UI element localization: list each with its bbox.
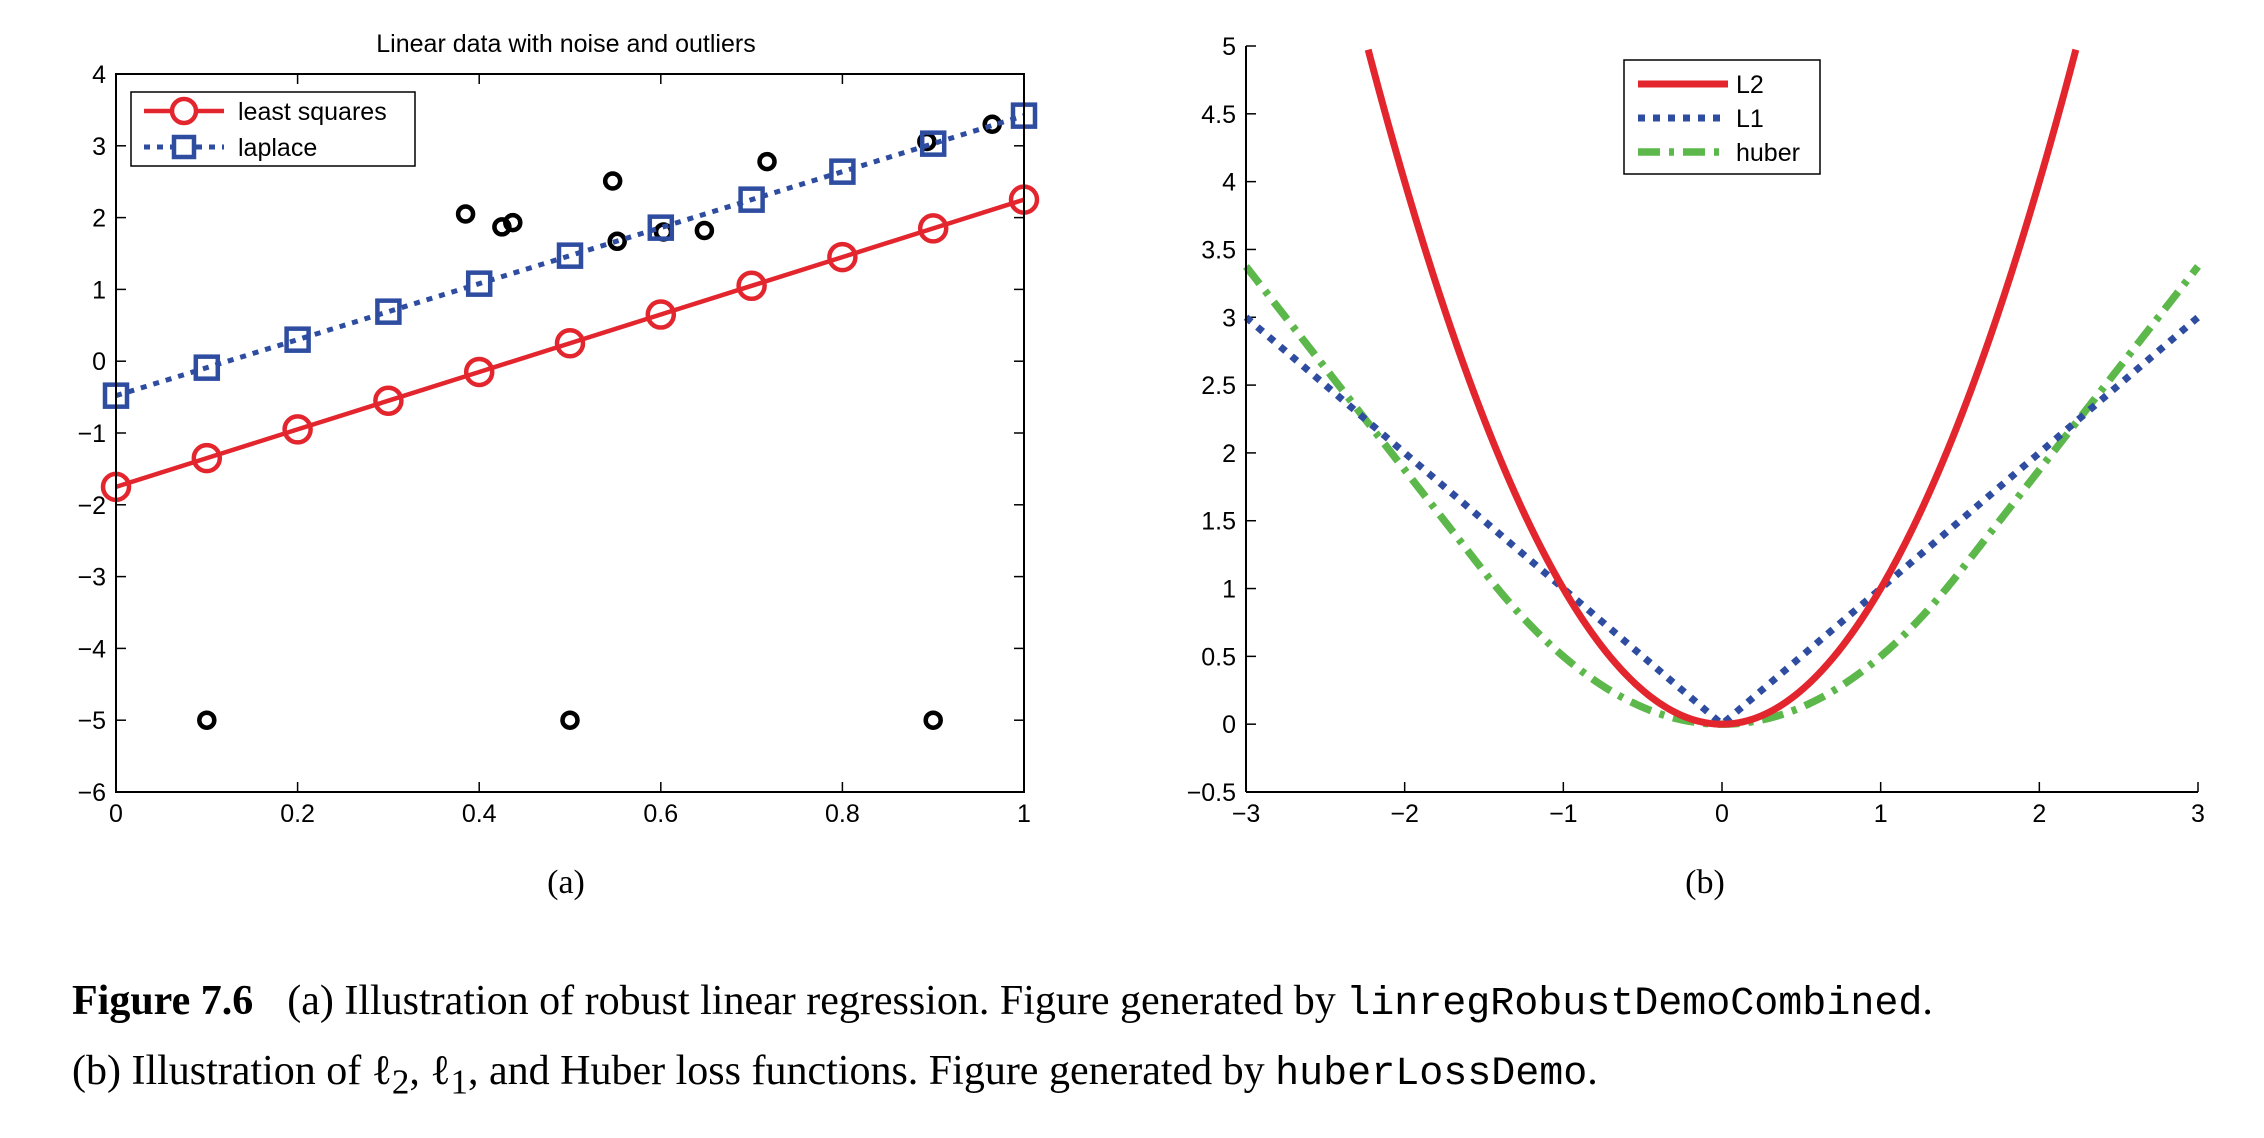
data-point bbox=[602, 171, 623, 191]
laplace-line bbox=[115, 113, 1025, 399]
caption-code-1: linregRobustDemoCombined bbox=[1346, 982, 1923, 1027]
chart-a-ytick-label-4: −4 bbox=[77, 635, 106, 663]
chart-b-xtick-label-1: −1 bbox=[1549, 800, 1578, 828]
chart-b-xtick-label-1: 1 bbox=[1874, 800, 1888, 828]
chart-a-legend: least squares laplace bbox=[130, 91, 416, 167]
caption-line-2: (b) Illustration of ℓ2, ℓ1, and Huber lo… bbox=[72, 1038, 2252, 1115]
chart-a-xtick-label-0-4: 0.4 bbox=[462, 800, 497, 828]
chart-a-ytick-label-2: −2 bbox=[77, 492, 106, 520]
chart-b-ytick-label-0: 0 bbox=[1222, 711, 1236, 739]
chart-b-xtick-label-3: −3 bbox=[1232, 800, 1261, 828]
legend-label-huber: huber bbox=[1736, 139, 1800, 167]
chart-b-ytick-label-2: 2 bbox=[1222, 440, 1236, 468]
chart-a-xtick-label-1: 1 bbox=[1017, 800, 1031, 828]
chart-a: Linear data with noise and outliers 0 0.2… bbox=[77, 30, 1040, 901]
data-point bbox=[560, 710, 580, 730]
chart-b-ytick-label-2-5: 2.5 bbox=[1201, 372, 1236, 400]
legend-label-laplace: laplace bbox=[238, 134, 317, 162]
laplace-marker bbox=[284, 326, 311, 353]
chart-b-ytick-label-4-5: 4.5 bbox=[1201, 101, 1236, 129]
chart-b: −3 −2 −1 0 1 2 3 −0.5 0 0.5 1 1.5 2 2.5 3 3.5 4 4.5 5 L2 L… bbox=[1187, 33, 2205, 901]
laplace-marker bbox=[193, 354, 221, 381]
least-squares-marker bbox=[191, 442, 223, 474]
caption-text-2b: , ℓ bbox=[409, 1048, 451, 1094]
chart-b-ytick-label-0-5: 0.5 bbox=[1201, 643, 1236, 671]
least-squares-marker bbox=[282, 414, 313, 445]
legend-label-l2: L2 bbox=[1736, 71, 1764, 99]
caption-sub-1: 1 bbox=[450, 1062, 469, 1102]
l2-curve bbox=[1364, 48, 2080, 728]
chart-a-xtick-label-0-6: 0.6 bbox=[643, 800, 678, 828]
chart-b-ytick-label-3: 3 bbox=[1222, 304, 1236, 332]
chart-b-legend: L2 L1 huber bbox=[1623, 59, 1821, 175]
chart-b-ytick-label-3-5: 3.5 bbox=[1201, 236, 1236, 264]
data-point bbox=[197, 710, 217, 730]
legend-marker-least-squares bbox=[169, 96, 199, 126]
figure-caption: Figure 7.6 (a) Illustration of robust lin… bbox=[72, 968, 2252, 1115]
chart-b-ytick-label-1: 1 bbox=[1222, 576, 1236, 604]
legend-label-l1: L1 bbox=[1736, 105, 1764, 133]
chart-b-subplot-label: (b) bbox=[1685, 864, 1725, 901]
caption-text-2a: (b) Illustration of ℓ bbox=[72, 1048, 392, 1094]
chart-a-ytick-label-1: 1 bbox=[92, 276, 106, 304]
least-squares-marker bbox=[554, 328, 586, 359]
chart-b-ytick-label-1-5: 1.5 bbox=[1201, 508, 1236, 536]
laplace-marker bbox=[556, 242, 584, 269]
data-point bbox=[607, 231, 627, 252]
caption-text-1a: (a) Illustration of robust linear regres… bbox=[287, 978, 1347, 1024]
data-point bbox=[694, 220, 715, 241]
chart-b-ytick-label-5: 5 bbox=[1222, 33, 1236, 61]
caption-label: Figure 7.6 bbox=[72, 978, 254, 1024]
chart-a-ytick-label-4: 4 bbox=[92, 61, 106, 89]
huber-curve bbox=[1243, 264, 2201, 728]
caption-code-2: huberLossDemo bbox=[1275, 1052, 1588, 1097]
legend-label-least-squares: least squares bbox=[238, 98, 387, 126]
chart-a-ytick-label-6: −6 bbox=[77, 779, 106, 807]
caption-line-1: Figure 7.6 (a) Illustration of robust lin… bbox=[72, 968, 2252, 1038]
chart-a-ytick-label-2: 2 bbox=[92, 205, 106, 233]
chart-b-xtick-label-2: 2 bbox=[2032, 800, 2046, 828]
data-point bbox=[757, 151, 777, 172]
least-squares-marker bbox=[736, 270, 767, 302]
chart-b-xtick-label-2: −2 bbox=[1390, 800, 1419, 828]
least-squares-line bbox=[115, 197, 1025, 489]
chart-a-ytick-label-0: 0 bbox=[92, 348, 106, 376]
least-squares-marker bbox=[917, 213, 949, 244]
least-squares-marker bbox=[373, 385, 404, 416]
chart-b-xtick-label-3: 3 bbox=[2191, 800, 2205, 828]
chart-a-ytick-label-3: 3 bbox=[92, 133, 106, 161]
chart-b-axes bbox=[1245, 46, 2198, 793]
chart-a-subplot-label: (a) bbox=[547, 864, 585, 901]
figure-canvas: Linear data with noise and outliers 0 0.2… bbox=[77, 30, 2205, 901]
chart-b-ytick-label-4: 4 bbox=[1222, 169, 1236, 197]
caption-text-1b: . bbox=[1922, 978, 1933, 1024]
caption-sub-2: 2 bbox=[391, 1062, 410, 1102]
chart-a-xtick-label-0-2: 0.2 bbox=[280, 800, 315, 828]
laplace-marker bbox=[919, 130, 947, 157]
laplace-marker bbox=[647, 214, 675, 241]
data-point bbox=[503, 212, 523, 233]
chart-a-ytick-label-5: −5 bbox=[77, 707, 106, 735]
caption-text-2d: . bbox=[1587, 1048, 1598, 1094]
least-squares-marker bbox=[827, 241, 858, 273]
least-squares-marker bbox=[645, 299, 677, 330]
chart-a-title: Linear data with noise and outliers bbox=[376, 30, 755, 58]
laplace-marker bbox=[375, 298, 402, 325]
chart-b-ytick-label-0-5: −0.5 bbox=[1187, 779, 1236, 807]
chart-a-ytick-label-1: −1 bbox=[77, 420, 106, 448]
laplace-marker bbox=[738, 186, 765, 213]
laplace-marker bbox=[829, 158, 856, 185]
chart-a-axes-frame bbox=[115, 73, 1025, 793]
chart-b-xtick-label-0: 0 bbox=[1715, 800, 1729, 828]
laplace-marker bbox=[465, 270, 493, 297]
data-point bbox=[455, 204, 476, 224]
data-point bbox=[923, 710, 943, 730]
caption-text-2c: , and Huber loss functions. Figure gener… bbox=[468, 1048, 1276, 1094]
legend-marker-laplace bbox=[171, 134, 197, 160]
chart-a-ytick-label-3: −3 bbox=[77, 564, 106, 592]
chart-a-xtick-label-0: 0 bbox=[109, 800, 123, 828]
least-squares-marker bbox=[463, 356, 495, 388]
l1-curve bbox=[1243, 314, 2201, 729]
chart-a-xtick-label-0-8: 0.8 bbox=[825, 800, 860, 828]
